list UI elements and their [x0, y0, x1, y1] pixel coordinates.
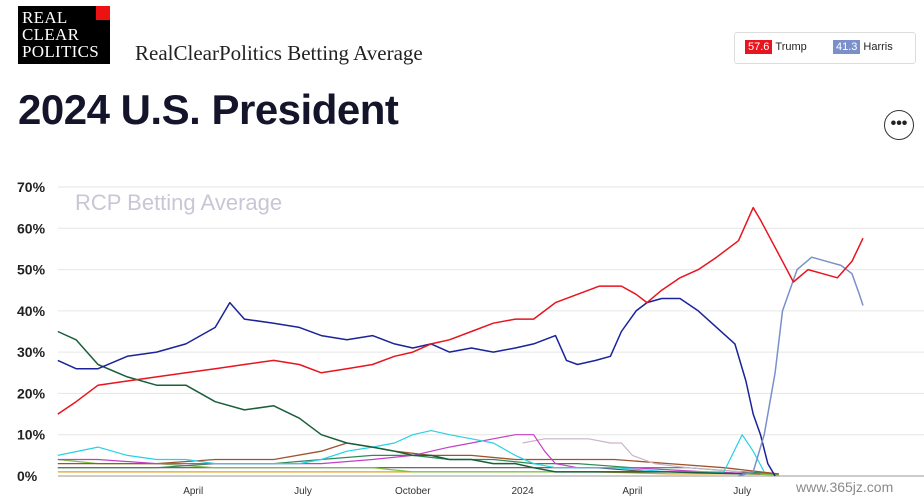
y-tick-label: 10% — [17, 427, 46, 443]
y-tick-label: 30% — [17, 344, 46, 360]
legend-label-harris: Harris — [863, 41, 893, 53]
page-subtitle: RealClearPolitics Betting Average — [135, 41, 423, 65]
series-line-candidate-6 — [522, 438, 743, 473]
logo-line-1: REAL — [22, 8, 68, 27]
logo-line-3: POLITICS — [22, 42, 100, 61]
y-tick-label: 40% — [17, 303, 46, 319]
series-line-trump — [57, 206, 864, 415]
page-title: 2024 U.S. President — [18, 86, 399, 133]
legend-value-trump: 57.6 — [745, 40, 773, 54]
y-tick-label: 50% — [17, 262, 46, 278]
x-tick-label: July — [294, 486, 312, 497]
x-tick-label: 2024 — [511, 486, 534, 497]
x-tick-label: April — [622, 486, 642, 497]
more-options-button[interactable]: ••• — [884, 110, 914, 140]
y-tick-label: 0% — [17, 468, 38, 484]
legend-label-trump: Trump — [775, 41, 807, 53]
ellipsis-icon: ••• — [890, 115, 908, 132]
y-tick-label: 60% — [17, 220, 46, 236]
y-axis-ticks: 0% 10% 20% 30% 40% 50% 60% 70% — [17, 179, 46, 484]
series-line-candidate-2 — [57, 297, 776, 477]
x-axis-ticks: April July October 2024 April July — [183, 486, 751, 497]
site-watermark: www.365jz.com — [796, 479, 894, 495]
chart-title: RCP Betting Average — [75, 190, 282, 215]
chart-grid — [58, 186, 924, 477]
series-line-candidate-8 — [57, 454, 779, 475]
legend-item-harris[interactable]: 41.3 Harris — [833, 40, 893, 54]
y-tick-label: 20% — [17, 385, 46, 401]
logo-line-2: CLEAR — [22, 25, 80, 44]
logo-corner-mark — [96, 6, 110, 20]
series-line-candidate-7 — [57, 442, 779, 475]
x-tick-label: July — [733, 486, 751, 497]
chart-series — [57, 206, 864, 477]
series-line-harris — [738, 256, 864, 477]
rcp-logo[interactable]: REAL CLEAR POLITICS — [18, 6, 110, 64]
x-tick-label: April — [183, 486, 203, 497]
series-line-candidate-4 — [57, 430, 765, 473]
candidate-legend: 57.6 Trump 41.3 Harris — [734, 32, 916, 64]
legend-item-trump[interactable]: 57.6 Trump — [745, 40, 807, 54]
legend-value-harris: 41.3 — [833, 40, 861, 54]
series-line-candidate-10 — [57, 471, 779, 476]
betting-average-chart: RCP Betting Average April July October 2024… — [17, 179, 924, 497]
series-line-candidate-3 — [57, 330, 743, 475]
y-tick-label: 70% — [17, 179, 46, 195]
x-tick-label: October — [395, 486, 431, 497]
